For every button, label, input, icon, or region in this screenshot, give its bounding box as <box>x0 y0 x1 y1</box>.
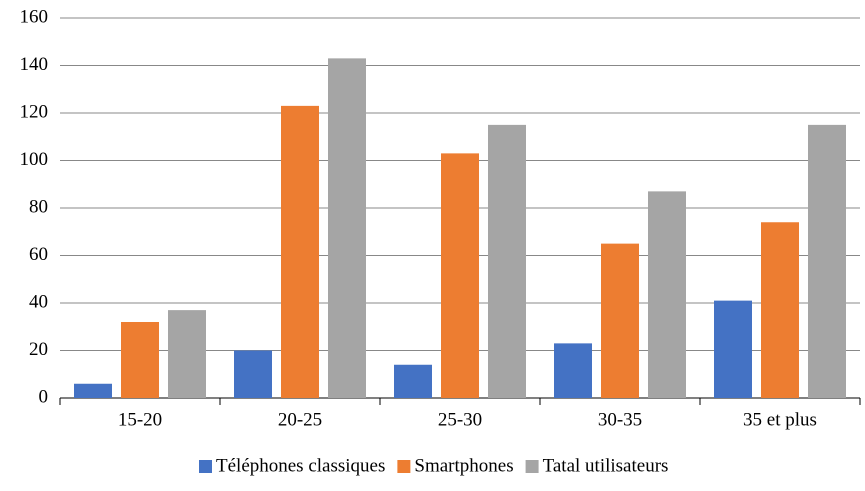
y-tick-label: 40 <box>29 291 48 312</box>
bar <box>234 350 272 398</box>
y-tick-label: 140 <box>20 54 49 75</box>
bar <box>601 243 639 398</box>
bar <box>74 383 112 398</box>
y-tick-label: 60 <box>29 244 48 265</box>
bar <box>488 124 526 398</box>
legend-swatch <box>397 460 411 473</box>
bar <box>328 58 366 398</box>
x-tick-label: 25-30 <box>438 409 482 430</box>
bar <box>648 191 686 398</box>
bar <box>808 124 846 398</box>
x-tick-label: 30-35 <box>598 409 642 430</box>
y-tick-label: 100 <box>20 149 49 170</box>
y-tick-label: 80 <box>29 196 48 217</box>
legend-label: Tatal utilisateurs <box>543 455 669 476</box>
legend-label: Smartphones <box>414 455 513 476</box>
legend-swatch <box>525 460 539 473</box>
bar <box>394 364 432 398</box>
x-tick-label: 15-20 <box>118 409 162 430</box>
legend-label: Téléphones classiques <box>216 455 385 476</box>
x-tick-label: 35 et plus <box>743 409 817 430</box>
y-tick-label: 160 <box>20 6 49 27</box>
bar <box>441 153 479 398</box>
y-tick-label: 20 <box>29 339 48 360</box>
legend-swatch <box>199 460 212 473</box>
bar <box>761 222 799 398</box>
x-tick-label: 20-25 <box>278 409 322 430</box>
bar <box>714 300 752 398</box>
bar <box>281 105 319 398</box>
y-tick-label: 0 <box>39 386 49 407</box>
bar <box>121 322 159 398</box>
bar <box>554 343 592 398</box>
bar <box>168 310 206 398</box>
y-tick-label: 120 <box>20 101 49 122</box>
